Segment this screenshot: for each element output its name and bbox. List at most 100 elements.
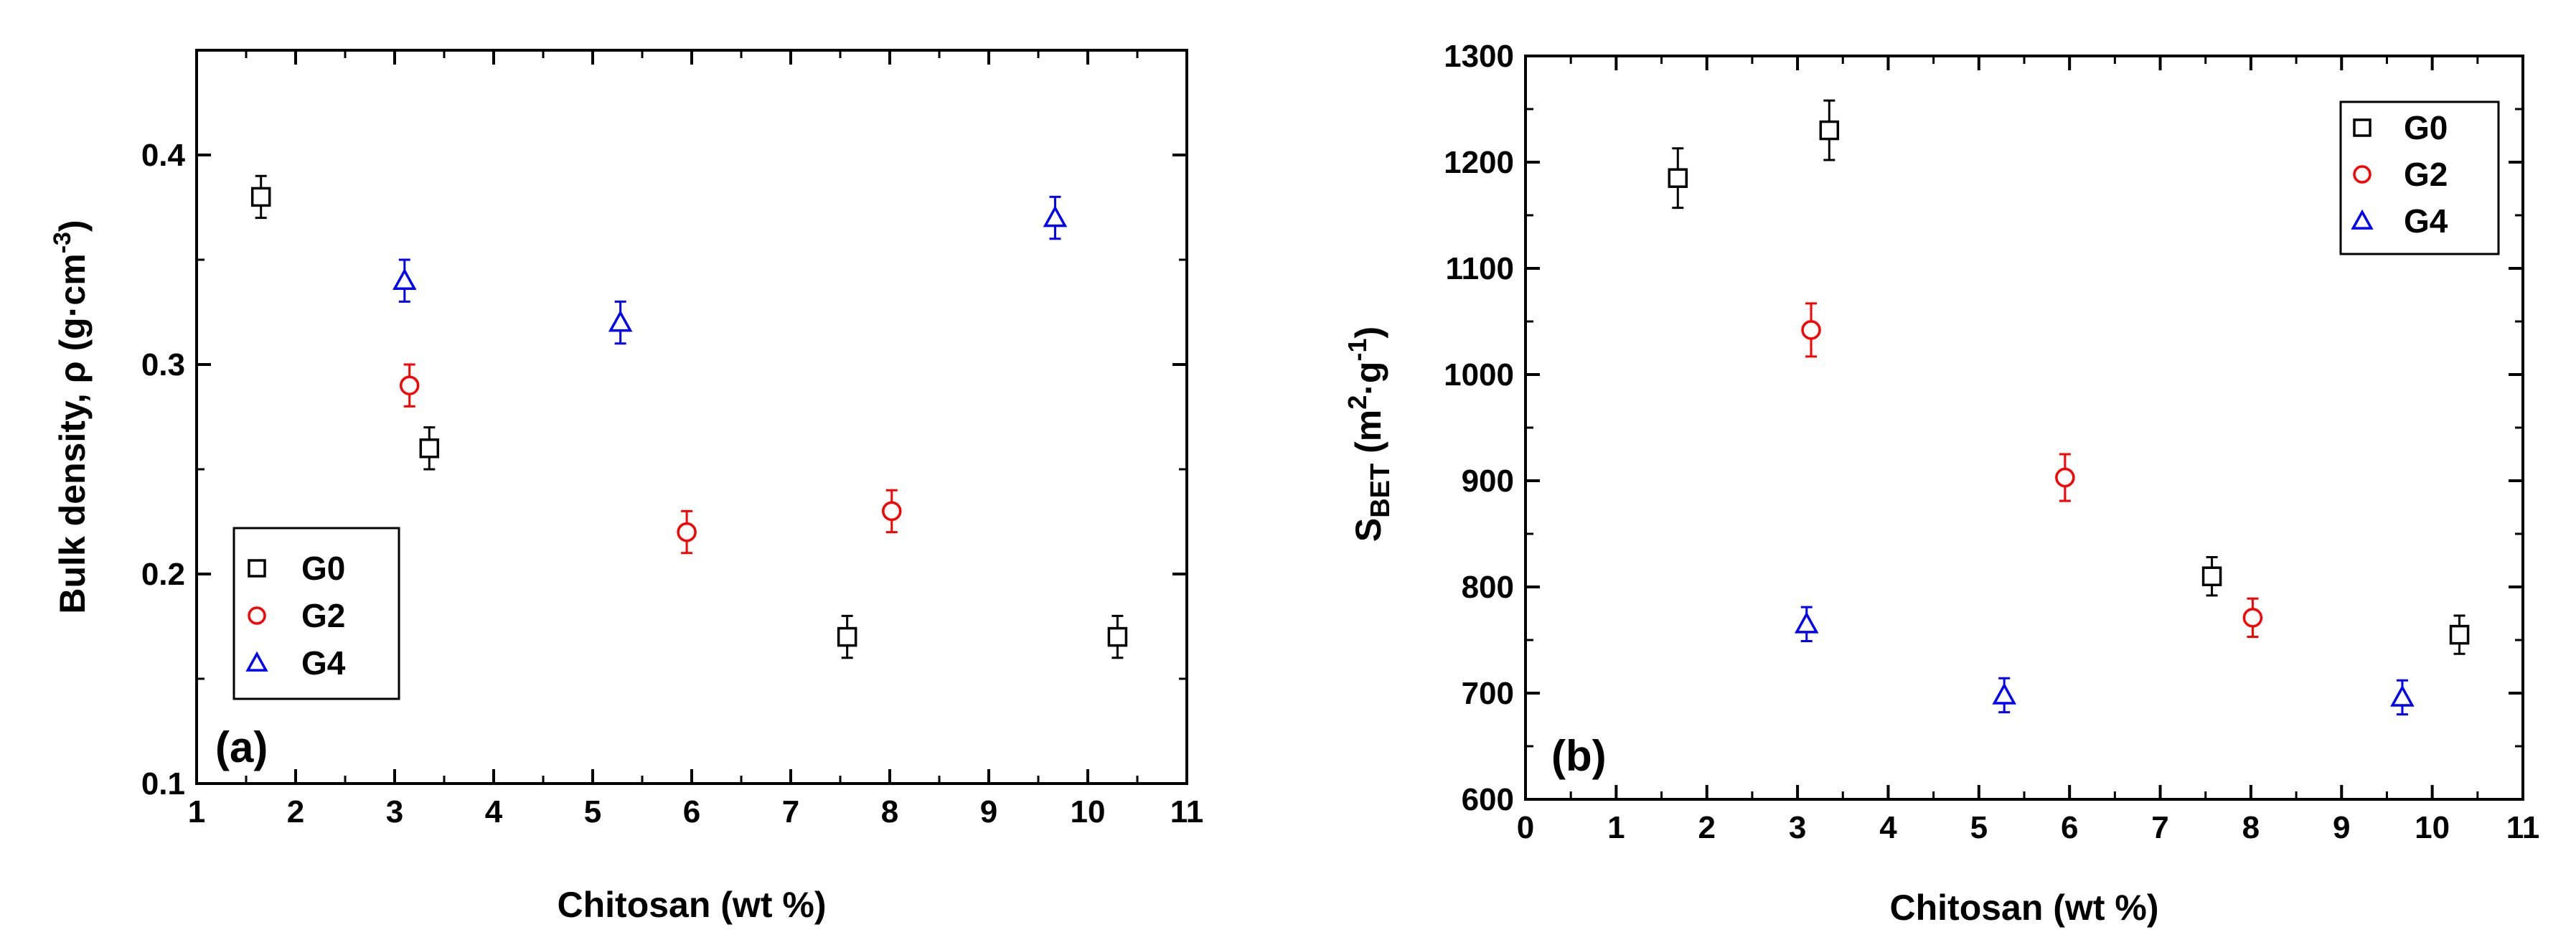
point-g2-bg bbox=[2056, 469, 2074, 486]
point-g4-bg bbox=[1994, 685, 2014, 703]
point-g4 bbox=[1794, 611, 1819, 634]
legend-marker-g4 bbox=[245, 651, 268, 672]
x-tick-label: 5 bbox=[584, 794, 601, 829]
point-g0 bbox=[250, 187, 271, 207]
point-g4 bbox=[392, 268, 417, 290]
point-g4 bbox=[1043, 205, 1068, 227]
x-tick-label: 1 bbox=[188, 794, 205, 829]
panel-b-x-axis-title: Chitosan (wt %) bbox=[1890, 888, 2159, 928]
point-g4 bbox=[1992, 682, 2016, 705]
panel-b-plot-frame bbox=[1524, 55, 2524, 801]
legend-label-g0: G0 bbox=[2404, 109, 2448, 146]
x-tick-label: 6 bbox=[2061, 810, 2078, 845]
y-tick-label: 0.4 bbox=[141, 138, 186, 173]
x-tick-label: 4 bbox=[485, 794, 503, 829]
panel-b-y-axis-title: SBET (m2·g-1) bbox=[1343, 326, 1396, 542]
legend-label-g4: G4 bbox=[2404, 202, 2448, 240]
legend-marker-g0 bbox=[2353, 118, 2371, 137]
point-g2-bg bbox=[678, 523, 696, 541]
x-tick-label: 5 bbox=[1970, 810, 1988, 845]
point-g0 bbox=[419, 438, 440, 458]
x-tick-label: 1 bbox=[1607, 810, 1625, 845]
point-g0 bbox=[1668, 168, 1688, 188]
y-tick-label: 800 bbox=[1462, 570, 1514, 605]
legend-marker-g2 bbox=[2353, 165, 2371, 184]
point-g2-bg bbox=[400, 377, 418, 395]
panel-a-label: (a) bbox=[215, 723, 268, 771]
panel-b-marks bbox=[1668, 99, 2470, 716]
x-tick-label: 10 bbox=[1071, 794, 1106, 829]
y-tick-label: 1200 bbox=[1444, 145, 1514, 180]
point-g4 bbox=[2390, 685, 2415, 707]
point-g0 bbox=[1107, 626, 1128, 647]
panel-a-marks bbox=[250, 174, 1128, 659]
point-g2 bbox=[399, 375, 420, 395]
point-g0-bg bbox=[1820, 121, 1838, 139]
x-tick-label: 0 bbox=[1517, 810, 1534, 845]
point-g0-bg bbox=[2203, 568, 2221, 585]
legend-marker-g4 bbox=[2351, 209, 2374, 230]
x-tick-label: 7 bbox=[782, 794, 799, 829]
point-g2 bbox=[1801, 320, 1821, 340]
point-g2 bbox=[882, 501, 902, 522]
x-tick-label: 2 bbox=[1698, 810, 1715, 845]
point-g0-bg bbox=[2450, 626, 2468, 644]
y-tick-label: 700 bbox=[1462, 676, 1514, 711]
legend-label-g4: G4 bbox=[301, 644, 346, 682]
x-tick-label: 2 bbox=[287, 794, 304, 829]
point-g0-bg bbox=[1669, 169, 1687, 187]
x-tick-label: 8 bbox=[881, 794, 898, 829]
point-g2-bg bbox=[1802, 321, 1820, 339]
point-g4-bg bbox=[1045, 207, 1066, 226]
panel-b-legend-box bbox=[2339, 100, 2500, 255]
panel-a-y-axis-title: Bulk density, ρ (g·cm-3) bbox=[49, 220, 93, 613]
point-g4-bg bbox=[395, 271, 415, 289]
x-tick-label: 11 bbox=[1170, 794, 1204, 829]
chart-panel-a: 1 2 3 4 5 6 7 8 9 10 11 0.1 0.2 0.3 0.4 Chitosan (wt %… bbox=[49, 49, 1204, 925]
x-tick-label: 9 bbox=[980, 794, 997, 829]
point-g2-bg bbox=[2244, 608, 2262, 626]
legend-label-g2: G2 bbox=[301, 597, 345, 634]
legend-label-g2: G2 bbox=[2404, 156, 2448, 193]
panel-a-x-axis-title: Chitosan (wt %) bbox=[558, 885, 827, 925]
point-g4 bbox=[608, 310, 633, 332]
point-g0-bg bbox=[252, 188, 270, 206]
x-tick-label: 6 bbox=[683, 794, 700, 829]
y-tick-label: 1000 bbox=[1444, 357, 1514, 392]
point-g2 bbox=[2055, 467, 2075, 488]
point-g2 bbox=[677, 522, 697, 542]
panel-b-label: (b) bbox=[1551, 732, 1607, 780]
point-g2-bg bbox=[883, 502, 901, 520]
x-tick-label: 8 bbox=[2242, 810, 2260, 845]
y-tick-label: 0.2 bbox=[141, 557, 185, 592]
chart-panel-b: 0 1 2 3 4 5 6 7 8 9 10 11 600 700 800 900 1000 1100 1200 13… bbox=[1343, 39, 2539, 928]
point-g4-bg bbox=[1796, 614, 1817, 632]
panel-a-plot-frame bbox=[195, 49, 1188, 785]
point-g0-bg bbox=[1109, 628, 1127, 646]
point-g4-bg bbox=[610, 312, 631, 331]
point-g0 bbox=[2449, 624, 2470, 645]
legend-marker-g0 bbox=[248, 559, 266, 578]
y-tick-label: 1100 bbox=[1446, 251, 1514, 286]
y-tick-label: 1300 bbox=[1444, 39, 1514, 74]
legend-marker-g2 bbox=[248, 606, 266, 625]
point-g0 bbox=[837, 626, 857, 647]
x-tick-label: 3 bbox=[386, 794, 403, 829]
x-tick-label: 10 bbox=[2415, 810, 2450, 845]
point-g4-bg bbox=[2392, 687, 2412, 705]
panel-b-legend: G0 G2 G4 bbox=[2339, 100, 2500, 255]
x-tick-label: 9 bbox=[2333, 810, 2350, 845]
point-g0 bbox=[2201, 566, 2222, 586]
y-tick-label: 0.1 bbox=[141, 766, 185, 801]
legend-label-g0: G0 bbox=[301, 550, 345, 587]
panel-b-tick-labels: 0 1 2 3 4 5 6 7 8 9 10 11 600 700 800 900 1000 1100 1200 13… bbox=[1444, 39, 2539, 845]
panel-a-legend-entries: G0 G2 G4 bbox=[245, 550, 346, 682]
point-g0-bg bbox=[420, 439, 438, 457]
y-tick-label: 600 bbox=[1462, 782, 1514, 817]
panel-b-legend-entries: G0 G2 G4 bbox=[2351, 109, 2448, 240]
x-tick-label: 11 bbox=[2506, 810, 2540, 845]
point-g0 bbox=[1819, 120, 1840, 141]
point-g2 bbox=[2242, 608, 2263, 628]
x-tick-label: 3 bbox=[1789, 810, 1806, 845]
